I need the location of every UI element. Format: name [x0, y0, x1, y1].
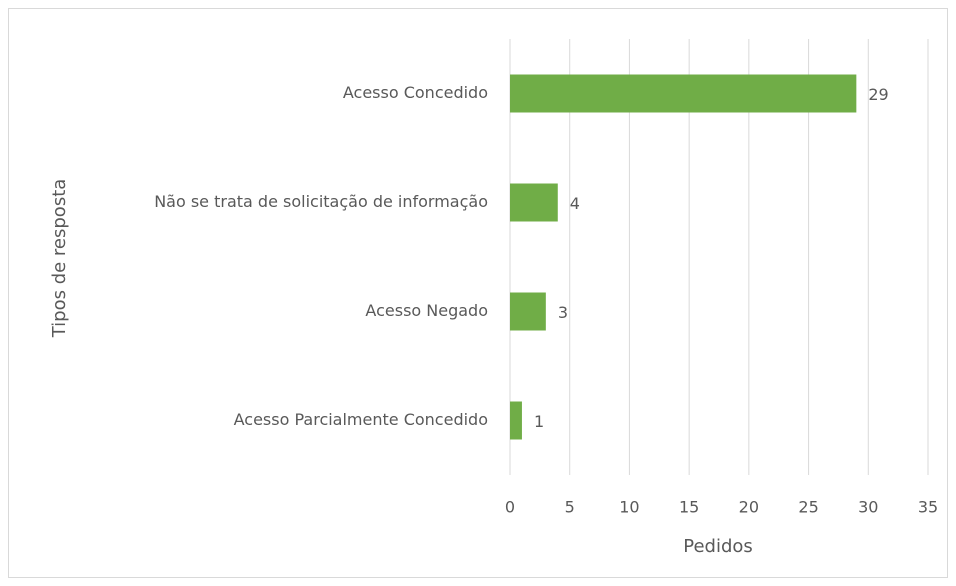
x-axis-label: Pedidos	[683, 536, 753, 557]
x-tick-label: 25	[798, 498, 818, 517]
data-label: 1	[534, 412, 544, 431]
x-tick-label: 0	[505, 498, 515, 517]
x-tick-label: 5	[565, 498, 575, 517]
data-label: 3	[558, 303, 568, 322]
bar	[510, 401, 522, 440]
x-tick-label: 15	[679, 498, 699, 517]
y-axis-label: Tipos de resposta	[49, 179, 70, 339]
data-label: 29	[868, 85, 888, 104]
y-tick-label: Acesso Negado	[365, 301, 488, 320]
x-tick-label: 20	[739, 498, 759, 517]
y-tick-label: Acesso Parcialmente Concedido	[234, 410, 488, 429]
y-tick-label: Acesso Concedido	[343, 83, 488, 102]
bar	[510, 292, 546, 331]
bar	[510, 74, 857, 113]
x-tick-label: 35	[918, 498, 938, 517]
y-tick-label: Não se trata de solicitação de informaçã…	[154, 192, 488, 211]
x-tick-label: 30	[858, 498, 878, 517]
data-label: 4	[570, 194, 580, 213]
x-tick-label: 10	[619, 498, 639, 517]
bar	[510, 183, 558, 222]
